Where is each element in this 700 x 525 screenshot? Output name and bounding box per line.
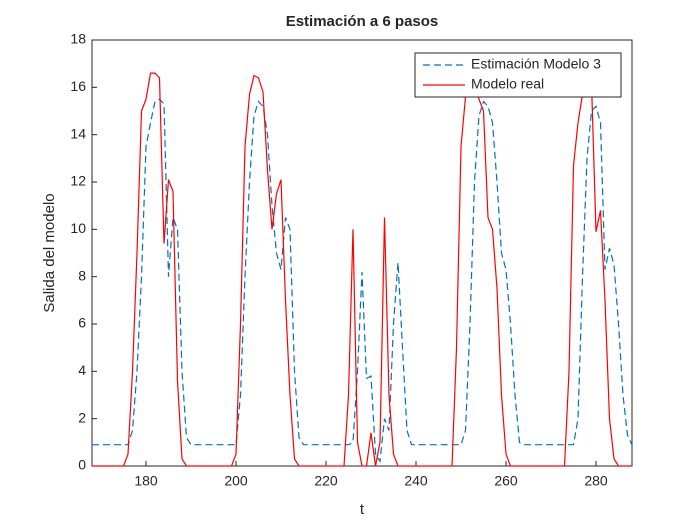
axes-box	[91, 39, 633, 467]
x-axis-label: t	[360, 501, 365, 518]
y-tick-label: 8	[78, 267, 86, 283]
y-tick-label: 0	[78, 457, 86, 473]
x-tick-label: 200	[224, 473, 248, 489]
y-tick-label: 14	[70, 125, 86, 141]
legend-label: Modelo real	[471, 76, 544, 92]
y-tick-label: 18	[70, 31, 86, 47]
y-tick-label: 2	[78, 409, 86, 425]
x-tick-label: 180	[134, 473, 158, 489]
y-tick-label: 12	[70, 173, 86, 189]
x-tick-label: 280	[584, 473, 608, 489]
chart-title: Estimación a 6 pasos	[286, 13, 439, 30]
y-tick-label: 16	[70, 78, 86, 94]
series-line	[92, 72, 632, 467]
y-tick-label: 4	[78, 362, 86, 378]
x-tick-label: 240	[404, 473, 428, 489]
y-tick-label: 6	[78, 315, 86, 331]
series-line	[92, 98, 633, 464]
legend-label: Estimación Modelo 3	[471, 56, 601, 72]
x-tick-label: 260	[494, 473, 518, 489]
y-tick-label: 10	[70, 220, 86, 236]
y-axis-label: Salida del modelo	[41, 193, 58, 312]
legend-box	[414, 52, 622, 98]
x-tick-label: 220	[314, 473, 338, 489]
